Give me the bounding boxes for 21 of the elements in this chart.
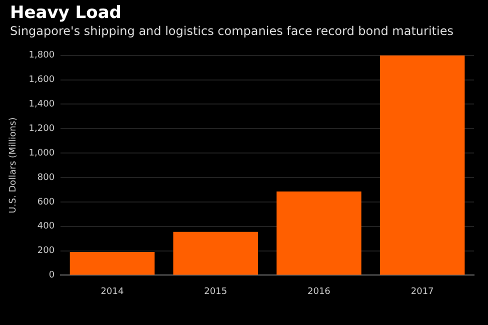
y-tick-label: 1,400 xyxy=(28,100,55,110)
y-tick-label: 800 xyxy=(37,172,55,183)
bar xyxy=(380,55,465,275)
y-tick-label: 1,800 xyxy=(28,50,55,61)
x-tick-label: 2017 xyxy=(410,286,434,297)
bar xyxy=(70,252,155,275)
y-tick-label: 0 xyxy=(48,270,55,281)
x-tick-label: 2014 xyxy=(100,286,124,297)
chart-subtitle: Singapore's shipping and logistics companies face record bond maturities xyxy=(10,24,454,38)
x-tick-label: 2015 xyxy=(204,286,228,297)
bar xyxy=(276,192,362,275)
x-tick-label: 2016 xyxy=(308,286,331,297)
y-tick-label: 1,600 xyxy=(28,75,55,86)
y-tick-label: 600 xyxy=(37,197,55,208)
chart-title: Heavy Load xyxy=(10,3,122,23)
y-axis-title: U.S. Dollars (Millions) xyxy=(8,117,19,214)
bar xyxy=(173,232,258,275)
y-tick-label: 1,200 xyxy=(28,124,55,134)
y-tick-label: 1,000 xyxy=(28,148,55,158)
y-tick-label: 400 xyxy=(37,222,55,232)
y-tick-label: 200 xyxy=(37,246,55,256)
